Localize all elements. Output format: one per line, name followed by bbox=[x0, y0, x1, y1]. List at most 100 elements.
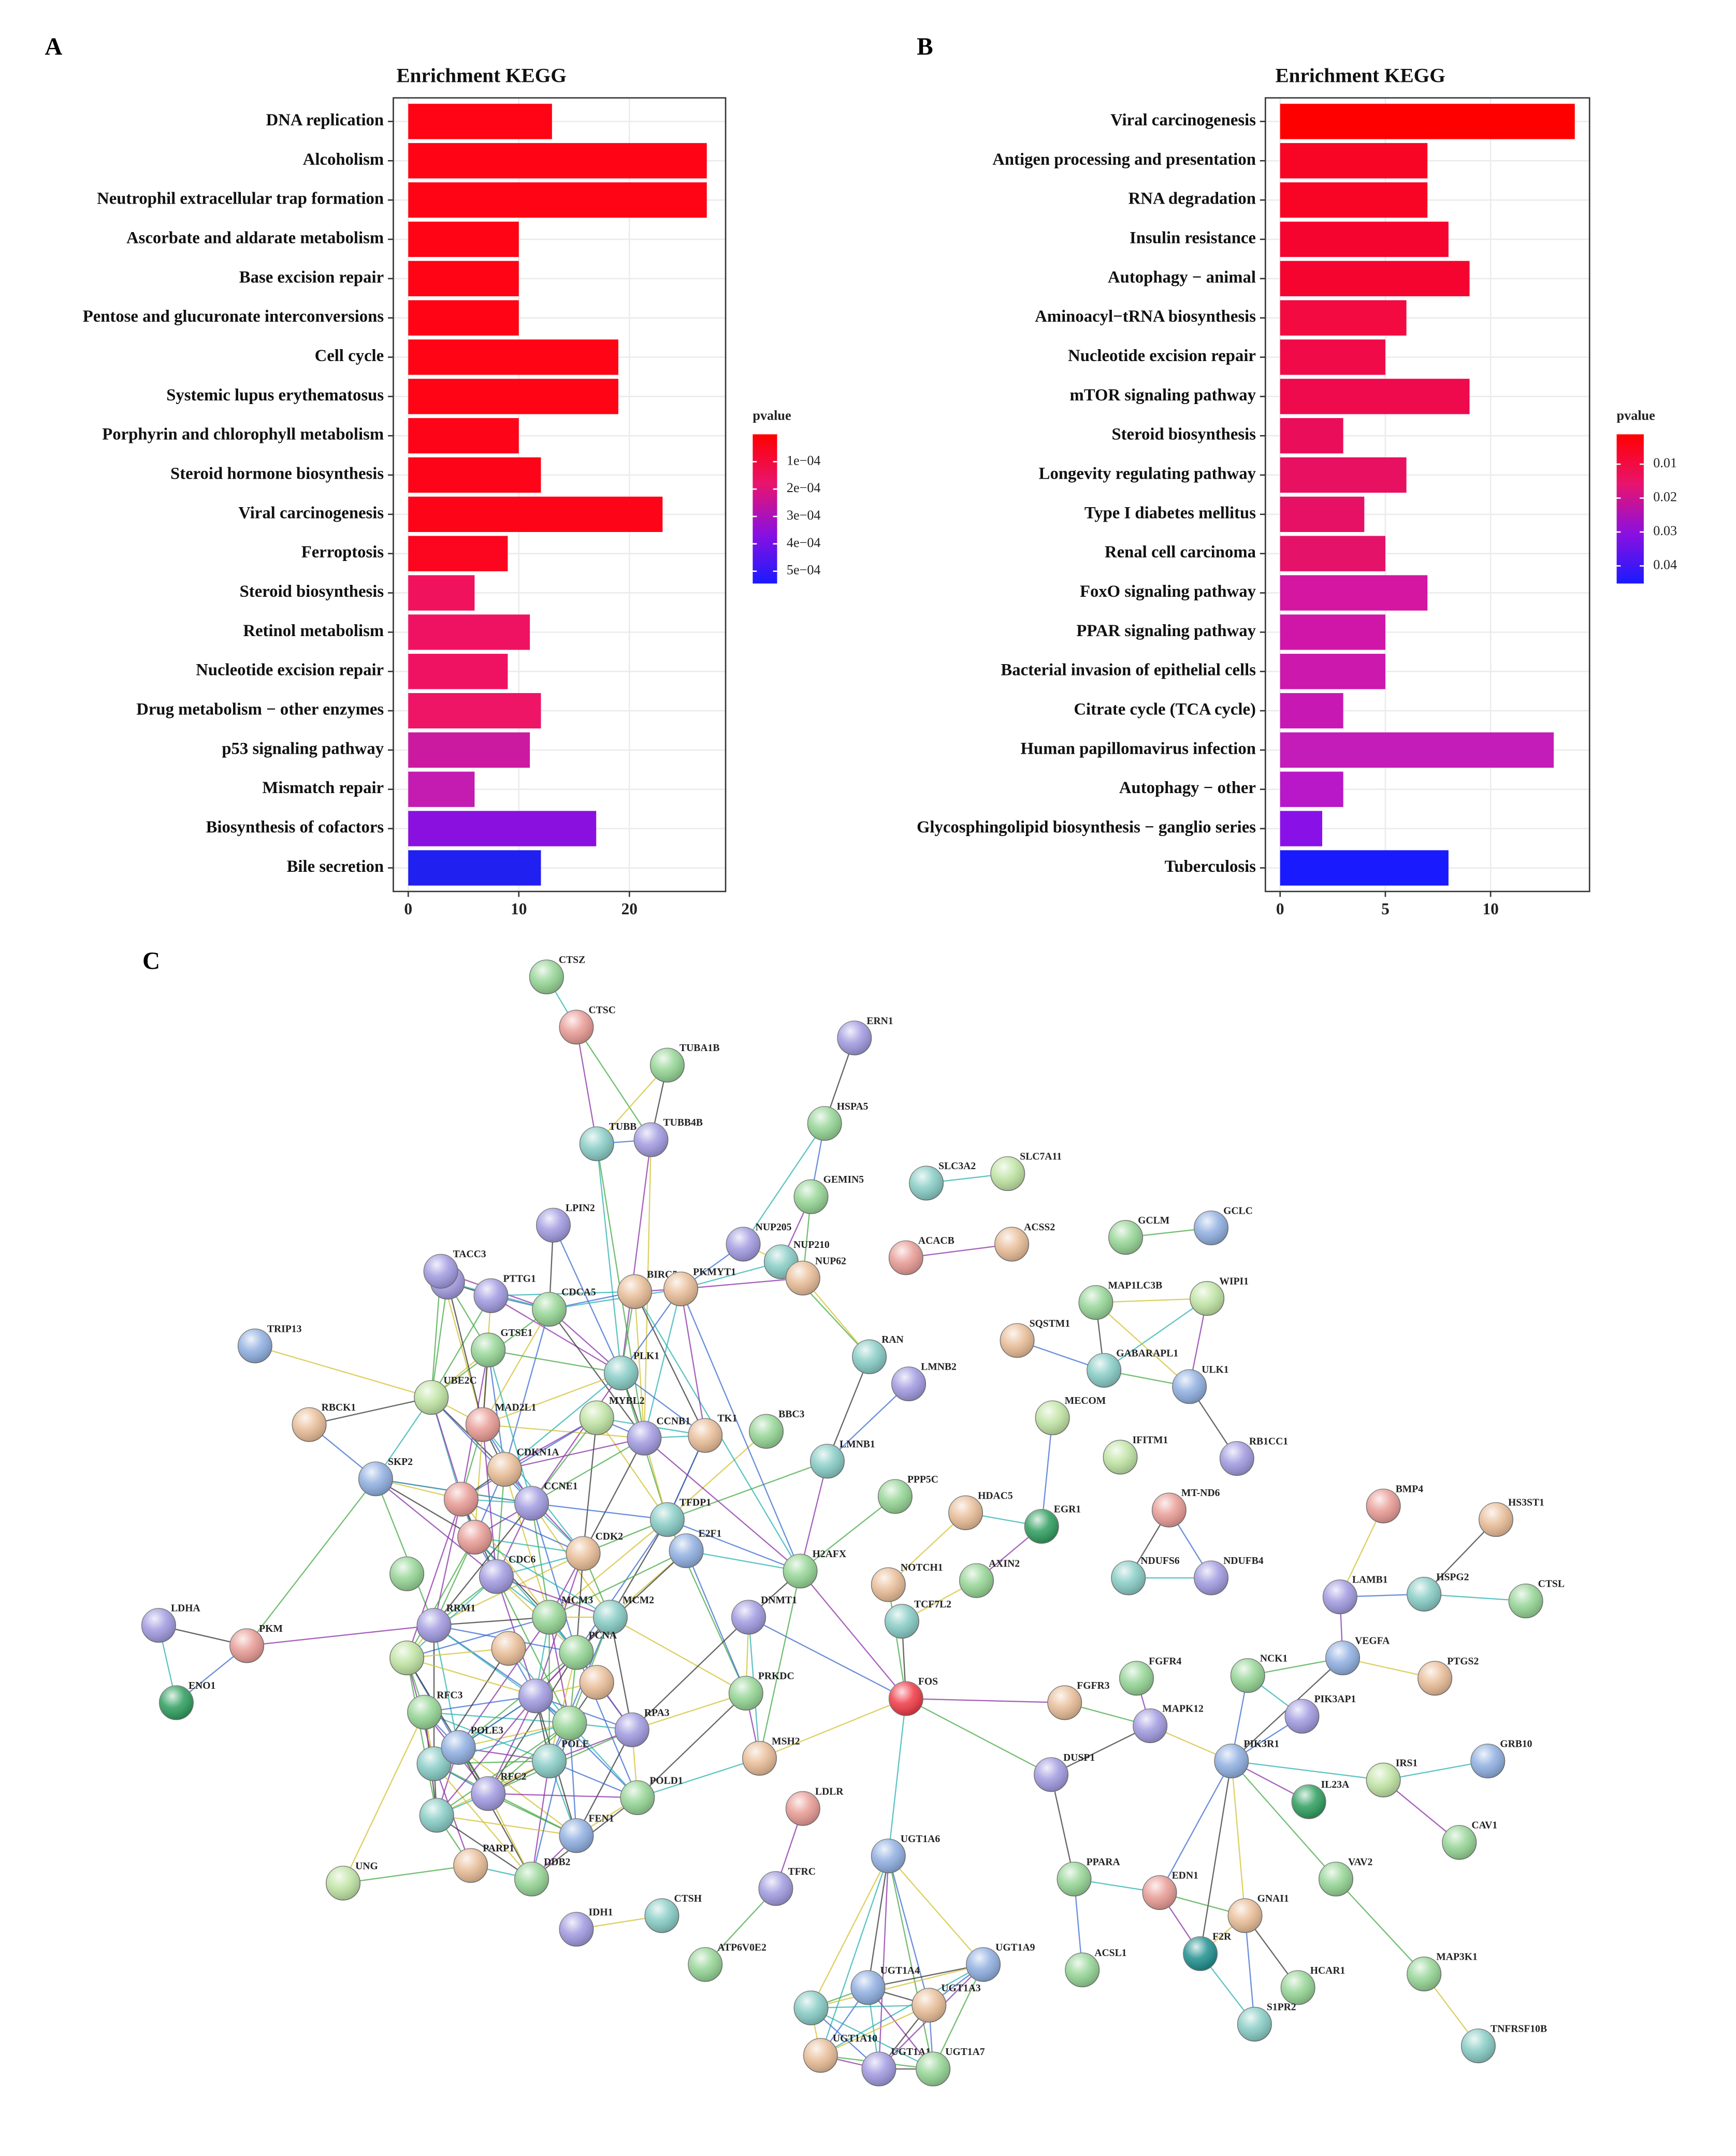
node-label: CCNB1 bbox=[656, 1415, 690, 1427]
bar bbox=[1280, 614, 1385, 650]
edge bbox=[878, 1856, 889, 2069]
edge bbox=[759, 1698, 906, 1759]
node-label: CCNE1 bbox=[544, 1481, 577, 1492]
panel-label: C bbox=[142, 948, 160, 975]
bar bbox=[408, 496, 663, 532]
category-label: Antigen processing and presentation bbox=[992, 150, 1256, 169]
node-shine bbox=[909, 1166, 944, 1200]
edge bbox=[553, 1225, 622, 1374]
edge bbox=[906, 1698, 1065, 1704]
edge bbox=[1051, 1725, 1151, 1775]
node-label: DNMT1 bbox=[761, 1594, 797, 1606]
category-label: Glycosphingolipid biosynthesis − ganglio… bbox=[917, 818, 1256, 837]
bar bbox=[408, 457, 541, 493]
edge bbox=[460, 1499, 550, 1618]
node-shine bbox=[604, 1356, 639, 1390]
edge bbox=[634, 1291, 706, 1436]
node-label: POLE bbox=[561, 1738, 589, 1750]
bar bbox=[1280, 300, 1407, 336]
edge bbox=[531, 1417, 598, 1504]
edge bbox=[458, 1652, 577, 1748]
edge bbox=[548, 1519, 668, 1618]
node-shine bbox=[358, 1462, 393, 1496]
edge bbox=[433, 1625, 459, 1748]
node-shine bbox=[444, 1482, 479, 1516]
node-label: LMNB2 bbox=[921, 1361, 957, 1373]
edge bbox=[548, 1652, 577, 1761]
colorbar bbox=[1616, 434, 1644, 584]
bar bbox=[1280, 457, 1407, 493]
edge bbox=[1095, 1298, 1207, 1303]
colorbar bbox=[753, 434, 777, 584]
edge bbox=[888, 1698, 907, 1856]
category-label: Aminoacyl−tRNA biosynthesis bbox=[1035, 307, 1256, 326]
node-label: HS3ST1 bbox=[1508, 1497, 1544, 1508]
node-label: CTSH bbox=[674, 1893, 702, 1904]
node-shine bbox=[615, 1713, 649, 1747]
edge bbox=[905, 1698, 1052, 1775]
edge bbox=[375, 1478, 435, 1626]
node-shine bbox=[407, 1695, 442, 1729]
edge bbox=[631, 1617, 749, 1731]
node-shine bbox=[414, 1380, 449, 1415]
node-shine bbox=[959, 1563, 994, 1598]
bar bbox=[408, 379, 618, 414]
node-label: NDUFB4 bbox=[1223, 1555, 1264, 1566]
node-label: SLC7A11 bbox=[1020, 1151, 1062, 1162]
edge bbox=[820, 1856, 889, 2056]
node-shine bbox=[1325, 1641, 1360, 1675]
edge bbox=[406, 1658, 438, 1816]
category-label: Renal cell carcinoma bbox=[1105, 543, 1256, 562]
node-shine bbox=[948, 1496, 983, 1530]
node-label: TUBA1B bbox=[679, 1042, 719, 1054]
node-shine bbox=[1103, 1440, 1137, 1474]
edge bbox=[424, 1695, 536, 1713]
edge bbox=[667, 1519, 801, 1572]
node-label: GTSE1 bbox=[500, 1327, 532, 1339]
category-label: Tuberculosis bbox=[1165, 857, 1256, 876]
node-label: MAP3K1 bbox=[1436, 1951, 1478, 1963]
node-label: TUBB4B bbox=[663, 1117, 703, 1128]
node-label: UGT1A9 bbox=[995, 1942, 1035, 1953]
edge bbox=[430, 1282, 449, 1398]
node-shine bbox=[851, 1971, 885, 2005]
node-label: F2R bbox=[1212, 1931, 1232, 1942]
node-label: RPA3 bbox=[644, 1707, 670, 1718]
node-label: CDKN1A bbox=[517, 1447, 560, 1458]
legend-title: pvalue bbox=[1617, 408, 1655, 423]
category-label: Porphyrin and chlorophyll metabolism bbox=[102, 425, 384, 444]
edge bbox=[531, 1372, 622, 1504]
node-label: TNFRSF10B bbox=[1491, 2023, 1547, 2035]
node-shine bbox=[529, 960, 564, 994]
edge bbox=[424, 1712, 570, 1724]
category-label: Longevity regulating pathway bbox=[1039, 465, 1256, 483]
bar bbox=[1280, 654, 1385, 689]
node-label: IDH1 bbox=[589, 1906, 613, 1918]
x-tick-label: 0 bbox=[404, 900, 412, 918]
node-label: TFDP1 bbox=[679, 1497, 711, 1508]
node-label: UGT1A6 bbox=[901, 1833, 941, 1845]
node-label: SKP2 bbox=[388, 1456, 413, 1468]
node-label: LMNB1 bbox=[840, 1439, 875, 1450]
node-shine bbox=[229, 1629, 264, 1663]
bar bbox=[1280, 261, 1470, 296]
node-label: NUP62 bbox=[815, 1255, 846, 1267]
edge bbox=[867, 1964, 983, 1989]
node-shine bbox=[663, 1272, 698, 1306]
node-shine bbox=[889, 1241, 923, 1275]
edge bbox=[482, 1372, 621, 1426]
node-shine bbox=[1237, 2007, 1272, 2042]
node-label: PKMYT1 bbox=[693, 1266, 736, 1277]
node-shine bbox=[1471, 1744, 1505, 1778]
node-label: ULK1 bbox=[1202, 1364, 1228, 1375]
category-label: PPAR signaling pathway bbox=[1076, 622, 1256, 640]
edge bbox=[436, 1722, 570, 1816]
plot-frame bbox=[1264, 97, 1590, 893]
category-label: Drug metabolism − other enzymes bbox=[136, 700, 384, 719]
edge bbox=[535, 1695, 638, 1799]
node-shine bbox=[1190, 1281, 1224, 1316]
node-shine bbox=[471, 1776, 505, 1811]
node-shine bbox=[1000, 1323, 1034, 1358]
node-shine bbox=[1319, 1862, 1353, 1896]
node-label: GCLC bbox=[1223, 1205, 1253, 1216]
